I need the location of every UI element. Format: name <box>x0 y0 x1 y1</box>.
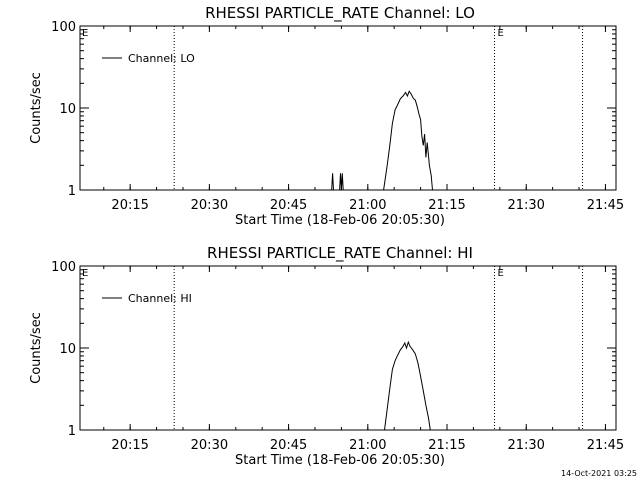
x-tick-label: 20:45 <box>270 438 307 453</box>
x-tick-label: 21:00 <box>349 198 386 213</box>
y-tick-label: 10 <box>59 342 76 357</box>
x-tick-label: 20:30 <box>191 198 228 213</box>
x-axis: 20:15 20:30 20:45 21:00 21:15 21:30 21:45 <box>103 266 624 453</box>
x-axis: 20:15 20:30 20:45 21:00 21:15 21:30 21:45 <box>103 26 624 213</box>
chart-title: RHESSI PARTICLE_RATE Channel: LO <box>205 4 475 23</box>
x-tick-label: 21:30 <box>507 438 544 453</box>
legend-label: Channel: LO <box>128 52 195 65</box>
x-tick-label: 20:30 <box>191 438 228 453</box>
x-tick-label: 21:15 <box>428 438 465 453</box>
y-tick-label: 10 <box>59 102 76 117</box>
y-axis-label: Counts/sec <box>29 312 44 384</box>
x-axis-label: Start Time (18-Feb-06 20:05:30) <box>235 213 445 228</box>
y-tick-label: 100 <box>51 20 76 35</box>
x-tick-label: 21:00 <box>349 438 386 453</box>
timestamp: 14-Oct-2021 03:25 <box>561 469 637 478</box>
series-line <box>384 340 431 431</box>
x-tick-label: 21:45 <box>587 438 624 453</box>
series-line <box>331 90 433 191</box>
chart-title: RHESSI PARTICLE_RATE Channel: HI <box>207 244 473 263</box>
y-tick-label: 100 <box>51 260 76 275</box>
y-tick-label: 1 <box>68 184 76 199</box>
y-axis-label: Counts/sec <box>29 72 44 144</box>
x-axis-label: Start Time (18-Feb-06 20:05:30) <box>235 453 445 468</box>
y-axis: 1 10 100 <box>51 260 616 439</box>
x-tick-label: 20:15 <box>111 198 148 213</box>
plot-frame <box>79 25 617 191</box>
event-marker-label: E <box>498 268 504 279</box>
y-axis: 1 10 100 <box>51 20 616 199</box>
y-tick-label: 1 <box>68 424 76 439</box>
event-marker-label: E <box>498 28 504 39</box>
plot-frame <box>79 265 617 431</box>
x-tick-label: 21:15 <box>428 198 465 213</box>
x-tick-label: 20:45 <box>270 198 307 213</box>
legend-label: Channel: HI <box>128 292 192 305</box>
x-tick-label: 21:30 <box>507 198 544 213</box>
corner-marker-label: E <box>82 28 88 39</box>
corner-marker-label: E <box>82 268 88 279</box>
x-tick-label: 20:15 <box>111 438 148 453</box>
x-tick-label: 21:45 <box>587 198 624 213</box>
